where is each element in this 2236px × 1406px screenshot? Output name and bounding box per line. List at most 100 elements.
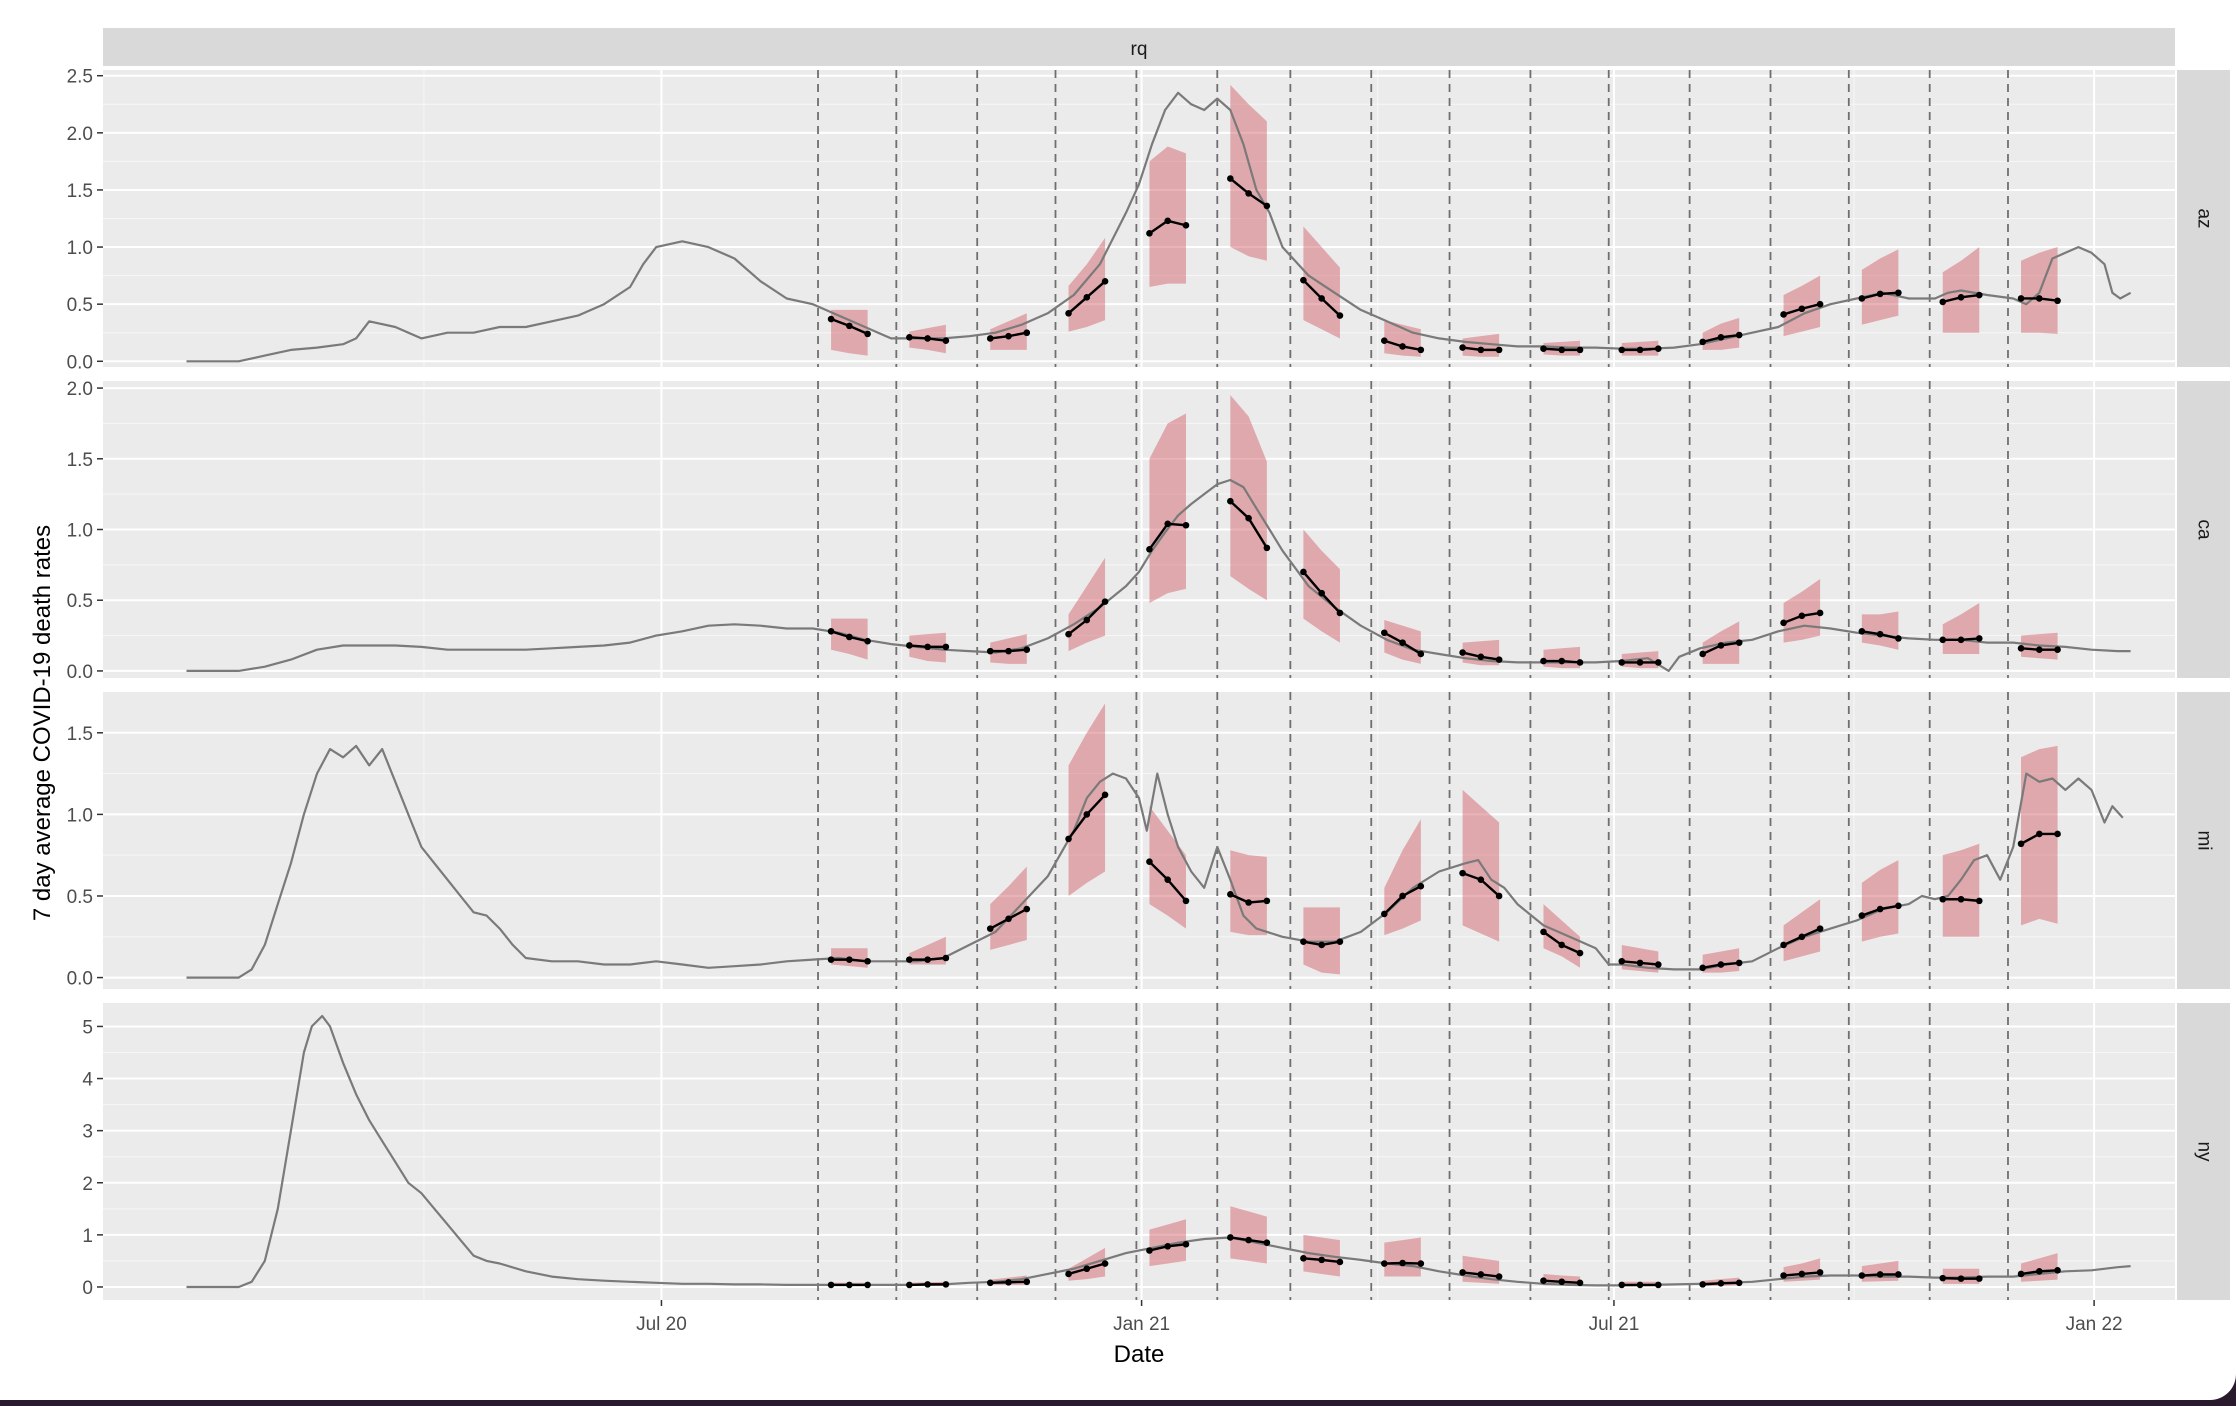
forecast-point [1477,653,1485,661]
forecast-point [1101,791,1109,799]
panel-ny: 0 1 2 3 4 5 ny [82,1003,2230,1300]
facet-top-strip-label: rq [1131,39,1148,60]
forecast-point [2017,645,2025,652]
forecast-point [864,957,871,965]
forecast-point [1164,1243,1172,1250]
forecast-point [1495,892,1503,900]
observed-series-line [186,1014,2131,1289]
forecast-point [1300,1255,1307,1262]
forecast-point [1939,298,1947,306]
forecast-point [1858,295,1866,302]
forecast-point [1336,938,1344,945]
forecast-point [1975,897,1983,905]
forecast-point [1957,294,1965,301]
y-tick-label: 0.5 [67,295,93,316]
forecast-point [1417,1260,1425,1267]
forecast-point [1227,175,1234,182]
forecast-point [1146,858,1153,866]
forecast-point [1083,811,1091,818]
facet-top-strip [103,28,2175,66]
y-tick-label: 1.0 [67,521,93,542]
forecast-point [1576,1279,1584,1287]
forecast-point [1164,520,1172,528]
panel-mi: 0.0 0.5 1.0 1.5 mi [67,692,2230,990]
forecast-point [1318,295,1325,302]
observed-series-line [186,91,2132,363]
y-tick-label: 0 [82,1278,93,1299]
forecast-interval-band [909,936,946,965]
forecast-point [1636,959,1644,967]
y-axis-title: 7 day average COVID-19 death rates [29,525,56,921]
forecast-point [1417,882,1425,890]
forecast-point [1816,609,1824,617]
panel-background [103,1003,2175,1300]
x-tick-label: Jan 22 [2066,1314,2123,1335]
forecast-point [1146,230,1153,237]
forecast-point [906,642,913,649]
forecast-point [1636,346,1644,354]
forecast-interval-band [1230,1206,1267,1264]
forecast-point [1495,346,1503,354]
x-tick-label: Jul 21 [1589,1314,1640,1335]
forecast-point [1005,332,1012,340]
forecast-point [986,335,994,342]
forecast-interval-band [1942,843,1980,937]
forecast-point [942,954,950,962]
forecast-point [1380,1260,1388,1267]
forecast-point [1717,961,1725,968]
forecast-point [1263,897,1271,905]
forecast-point [1380,910,1388,918]
facet-strip-ny [2177,1003,2230,1300]
y-tick-label: 2 [82,1174,93,1195]
forecast-point [1975,1275,1983,1282]
forecast-point [1182,897,1190,905]
forecast-point [1576,949,1584,957]
forecast-point [1558,346,1566,354]
y-tick-label: 0.0 [67,352,93,373]
forecast-point [1618,659,1626,666]
forecast-interval-band [1384,1237,1421,1277]
forecast-interval-band [1861,860,1899,942]
forecast-point [1576,346,1584,354]
forecast-point [1618,957,1626,965]
forecast-point [1417,346,1425,354]
forecast-point [1735,1279,1743,1287]
forecast-interval-band [1303,529,1340,643]
facet-strip-label: mi [2193,830,2214,850]
forecast-point [1876,1271,1884,1278]
forecast-interval-band [1068,237,1106,332]
forecast-point [1263,202,1271,210]
forecast-point [1065,1270,1072,1278]
forecast-interval-band [1230,850,1267,936]
forecast-point [1735,331,1743,339]
forecast-point [942,1281,950,1288]
forecast-point [1655,1281,1662,1289]
facet-strip-az [2177,70,2230,367]
forecast-point [1939,636,1947,644]
forecast-point [2036,830,2043,838]
observed-series-line [186,478,2131,673]
forecast-interval-band [1861,249,1899,325]
forecast-point [1540,928,1547,936]
forecast-point [1083,616,1091,624]
forecast-point [1798,933,1806,941]
panel-ca: 0.0 0.5 1.0 1.5 2.0 ca [67,379,2230,683]
forecast-point [827,315,835,323]
forecast-point [1164,217,1172,225]
y-tick-label: 0.5 [67,591,93,612]
forecast-point [1263,1239,1271,1246]
forecast-point [1164,876,1172,883]
forecast-point [1005,1278,1012,1286]
forecast-point [827,956,835,963]
x-tick-label: Jan 21 [1113,1314,1170,1335]
forecast-point [864,330,871,338]
forecast-interval-band [1149,146,1186,288]
forecast-point [1895,289,1902,297]
forecast-point [2036,646,2043,654]
y-tick-label: 4 [82,1070,93,1091]
x-axis-title: Date [1114,1341,1165,1368]
forecast-point [1876,905,1884,913]
forecast-point [1895,902,1902,910]
x-axis-ticks: Jul 20 Jan 21 Jul 21 Jan 22 [636,1300,2123,1335]
facet-strip-label: ny [2193,1141,2214,1162]
